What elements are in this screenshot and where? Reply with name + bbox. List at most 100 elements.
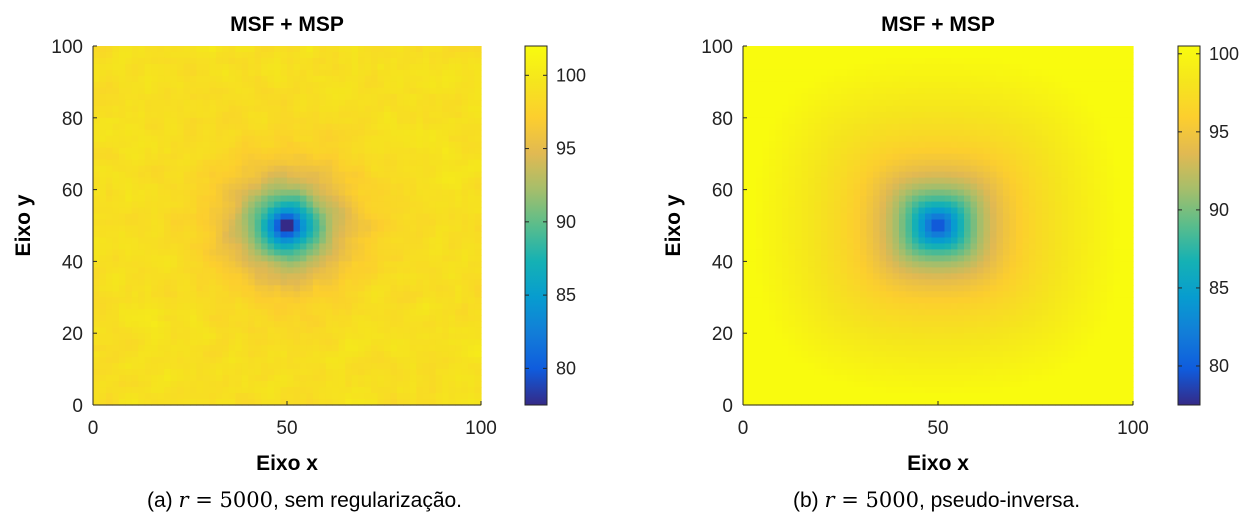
heatmap-cell <box>435 147 443 155</box>
heatmap-cell <box>1100 63 1108 71</box>
heatmap-cell <box>905 75 913 83</box>
heatmap-cell <box>306 351 314 358</box>
heatmap-cell <box>93 117 101 125</box>
heatmap-cell <box>795 81 803 89</box>
heatmap-cell <box>377 225 385 233</box>
heatmap-cell <box>177 189 185 197</box>
heatmap-cell <box>873 165 881 173</box>
heatmap-cell <box>409 51 417 59</box>
heatmap-cell <box>209 63 217 71</box>
heatmap-cell <box>847 123 855 131</box>
heatmap-cell <box>215 375 223 382</box>
heatmap-cell <box>112 225 120 233</box>
heatmap-cell <box>287 309 295 316</box>
heatmap-cell <box>762 75 770 83</box>
heatmap-cell <box>377 303 385 310</box>
heatmap-cell <box>847 69 855 77</box>
heatmap-cell <box>267 135 275 143</box>
heatmap-cell <box>215 171 223 179</box>
heatmap-cell <box>261 63 269 71</box>
heatmap-cell <box>442 357 450 364</box>
heatmap-cell <box>938 87 946 95</box>
heatmap-cell <box>319 183 327 191</box>
heatmap-cell <box>105 261 113 268</box>
heatmap-cell <box>461 57 469 65</box>
heatmap-cell <box>312 387 320 394</box>
heatmap-cell <box>983 129 991 137</box>
heatmap-cell <box>338 297 346 304</box>
heatmap-cell <box>429 309 437 316</box>
heatmap-cell <box>847 117 855 125</box>
heatmap-cell <box>390 273 398 280</box>
heatmap-cell <box>1022 147 1030 155</box>
heatmap-cell <box>299 393 307 400</box>
heatmap-cell <box>183 243 191 251</box>
heatmap-cell <box>345 189 353 197</box>
heatmap-cell <box>474 195 482 203</box>
heatmap-cell <box>280 381 288 388</box>
heatmap-cell <box>267 303 275 310</box>
heatmap-cell <box>468 369 476 376</box>
heatmap-cell <box>241 93 249 101</box>
heatmap-cell <box>931 165 939 173</box>
heatmap-cell <box>358 129 366 137</box>
heatmap-cell <box>241 399 249 406</box>
heatmap-cell <box>358 57 366 65</box>
heatmap-cell <box>209 357 217 364</box>
heatmap-cell <box>312 46 320 53</box>
heatmap-cell <box>196 303 204 310</box>
heatmap-cell <box>319 309 327 316</box>
heatmap-cell <box>144 111 152 119</box>
heatmap-cell <box>99 105 107 113</box>
heatmap-cell <box>886 69 894 77</box>
heatmap-cell <box>215 63 223 71</box>
heatmap-cell <box>358 279 366 286</box>
heatmap-cell <box>873 87 881 95</box>
heatmap-cell <box>196 381 204 388</box>
heatmap-cell <box>131 201 139 209</box>
heatmap-cell <box>241 141 249 149</box>
heatmap-cell <box>468 69 476 77</box>
heatmap-cell <box>280 321 288 328</box>
heatmap-cell <box>164 159 172 167</box>
heatmap-cell <box>435 345 443 352</box>
heatmap-cell <box>782 63 790 71</box>
heatmap-cell <box>1113 99 1121 107</box>
heatmap-cell <box>422 279 430 286</box>
heatmap-cell <box>371 63 379 71</box>
heatmap-cell <box>254 135 262 143</box>
heatmap-cell <box>105 345 113 352</box>
heatmap-cell <box>306 69 314 77</box>
heatmap-cell <box>1120 87 1128 95</box>
heatmap-cell <box>827 75 835 83</box>
heatmap-cell <box>151 87 159 95</box>
heatmap-cell <box>254 327 262 334</box>
heatmap-cell <box>332 225 340 233</box>
heatmap-cell <box>1120 141 1128 149</box>
heatmap-cell <box>157 273 165 280</box>
heatmap-cell <box>228 321 236 328</box>
heatmap-cell <box>1094 57 1102 65</box>
heatmap-cell <box>866 177 874 185</box>
heatmap-cell <box>905 57 913 65</box>
heatmap-cell <box>358 219 366 227</box>
heatmap-cell <box>461 105 469 113</box>
heatmap-cell <box>254 153 262 161</box>
heatmap-cell <box>299 351 307 358</box>
heatmap-cell <box>468 327 476 334</box>
heatmap-cell <box>319 321 327 328</box>
heatmap-cell <box>1120 51 1128 59</box>
heatmap-cell <box>396 123 404 131</box>
heatmap-cell <box>177 255 185 262</box>
heatmap-cell <box>222 135 230 143</box>
heatmap-cell <box>442 261 450 268</box>
heatmap-cell <box>202 393 210 400</box>
heatmap-cell <box>442 243 450 251</box>
heatmap-cell <box>306 189 314 197</box>
heatmap-cell <box>325 135 333 143</box>
heatmap-cell <box>345 165 353 173</box>
heatmap-cell <box>442 351 450 358</box>
heatmap-cell <box>235 99 243 107</box>
heatmap-cell <box>782 177 790 185</box>
y-axis-label: Eixo y <box>12 194 35 256</box>
